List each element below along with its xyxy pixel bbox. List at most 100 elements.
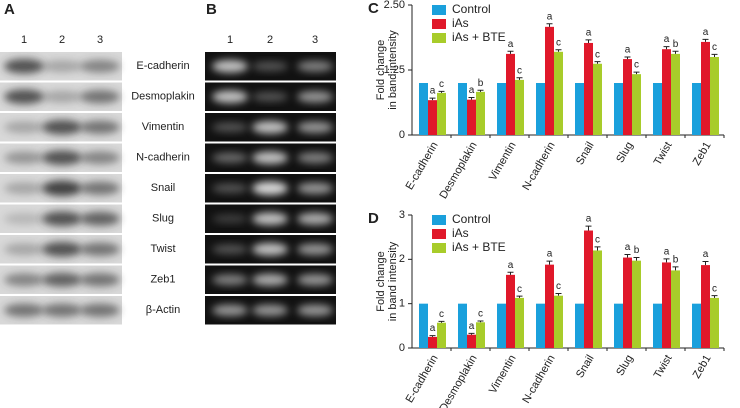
band-label: Desmoplakin: [131, 91, 195, 103]
legend-label: Control: [452, 2, 491, 16]
band: [252, 304, 288, 317]
error-bar: [546, 260, 553, 265]
error-bar: [429, 97, 436, 101]
x-tick-label: Vimentin: [487, 140, 519, 183]
x-tick-label: Twist: [652, 353, 675, 381]
band: [252, 242, 288, 256]
bar: [467, 99, 476, 135]
y-axis-label: Fold change: [375, 251, 387, 312]
legend-label: iAs + BTE: [452, 240, 506, 254]
band-label: Vimentin: [142, 121, 185, 133]
error-bar: [702, 38, 709, 42]
bar: [671, 270, 680, 348]
significance-letter: b: [478, 78, 484, 89]
band: [252, 181, 288, 195]
bar: [653, 83, 662, 135]
x-tick-label: Snail: [574, 140, 597, 167]
lane-label: 1: [21, 34, 27, 46]
bar: [653, 303, 662, 348]
blot-row: [205, 265, 336, 294]
lane-label: 3: [312, 34, 318, 46]
bar: [554, 295, 563, 348]
bar: [632, 260, 641, 348]
band: [212, 304, 248, 317]
band: [212, 90, 248, 104]
significance-letter: a: [625, 242, 631, 253]
bar: [692, 83, 701, 135]
bar: [710, 57, 719, 135]
band: [80, 211, 120, 226]
error-bar: [672, 266, 679, 271]
significance-letter: a: [625, 45, 631, 56]
bar: [623, 59, 632, 135]
error-bar: [663, 46, 670, 50]
band: [80, 89, 120, 104]
x-tick-label: Desmoplakin: [437, 140, 479, 201]
error-bar: [468, 97, 475, 100]
blot-row: [205, 296, 336, 325]
blot-row: [205, 143, 336, 172]
panel-letter: A: [4, 1, 15, 18]
band: [80, 59, 120, 73]
legend-swatch: [432, 33, 446, 43]
significance-letter: b: [673, 39, 679, 50]
error-bar: [672, 50, 679, 54]
band: [212, 152, 248, 163]
blot-row: [0, 113, 122, 142]
lane-label: 2: [59, 34, 65, 46]
bar: [476, 322, 485, 348]
bar: [476, 91, 485, 135]
significance-letter: c: [517, 284, 522, 295]
blot-row: [0, 82, 122, 111]
band: [80, 272, 120, 287]
significance-letter: c: [595, 235, 600, 246]
blot-row: [0, 235, 122, 264]
band: [297, 60, 333, 72]
blot-row: [0, 143, 122, 172]
band: [80, 242, 120, 257]
significance-letter: a: [547, 249, 553, 260]
band: [4, 213, 44, 225]
bar: [575, 303, 584, 348]
legend-label: Control: [452, 212, 491, 226]
band: [297, 243, 333, 256]
error-bar: [594, 246, 601, 251]
significance-letter: c: [478, 309, 483, 320]
error-bar: [507, 271, 514, 275]
bar: [545, 264, 554, 348]
bar: [701, 41, 710, 135]
bar: [419, 83, 428, 135]
band: [80, 303, 120, 318]
error-bar: [633, 71, 640, 75]
band: [42, 272, 82, 287]
blot-row: [205, 113, 336, 142]
significance-letter: c: [556, 37, 561, 48]
y-axis-label: in band intensity: [387, 30, 399, 110]
bar: [536, 303, 545, 348]
bar: [710, 297, 719, 348]
bar: [497, 303, 506, 348]
error-bar: [516, 77, 523, 80]
x-tick-label: N-cadherin: [520, 140, 557, 193]
band: [4, 273, 44, 287]
band: [4, 151, 44, 164]
x-tick-label: Zeb1: [691, 353, 714, 381]
y-tick-label: 2.50: [384, 0, 405, 11]
bar: [623, 257, 632, 348]
error-bar: [624, 56, 631, 60]
bar: [536, 83, 545, 135]
bar: [437, 92, 446, 135]
bar: [584, 42, 593, 135]
blot-row: [205, 82, 336, 111]
error-bar: [477, 89, 484, 92]
error-bar: [438, 320, 445, 323]
bar: [428, 336, 437, 348]
error-bar: [516, 295, 523, 298]
bar: [671, 53, 680, 135]
x-tick-label: E-cadherin: [404, 140, 441, 192]
error-bar: [555, 49, 562, 52]
error-bar: [585, 39, 592, 43]
legend-swatch: [432, 5, 446, 15]
lane-label: 1: [227, 34, 233, 46]
y-axis-label: in band intensity: [387, 241, 399, 321]
